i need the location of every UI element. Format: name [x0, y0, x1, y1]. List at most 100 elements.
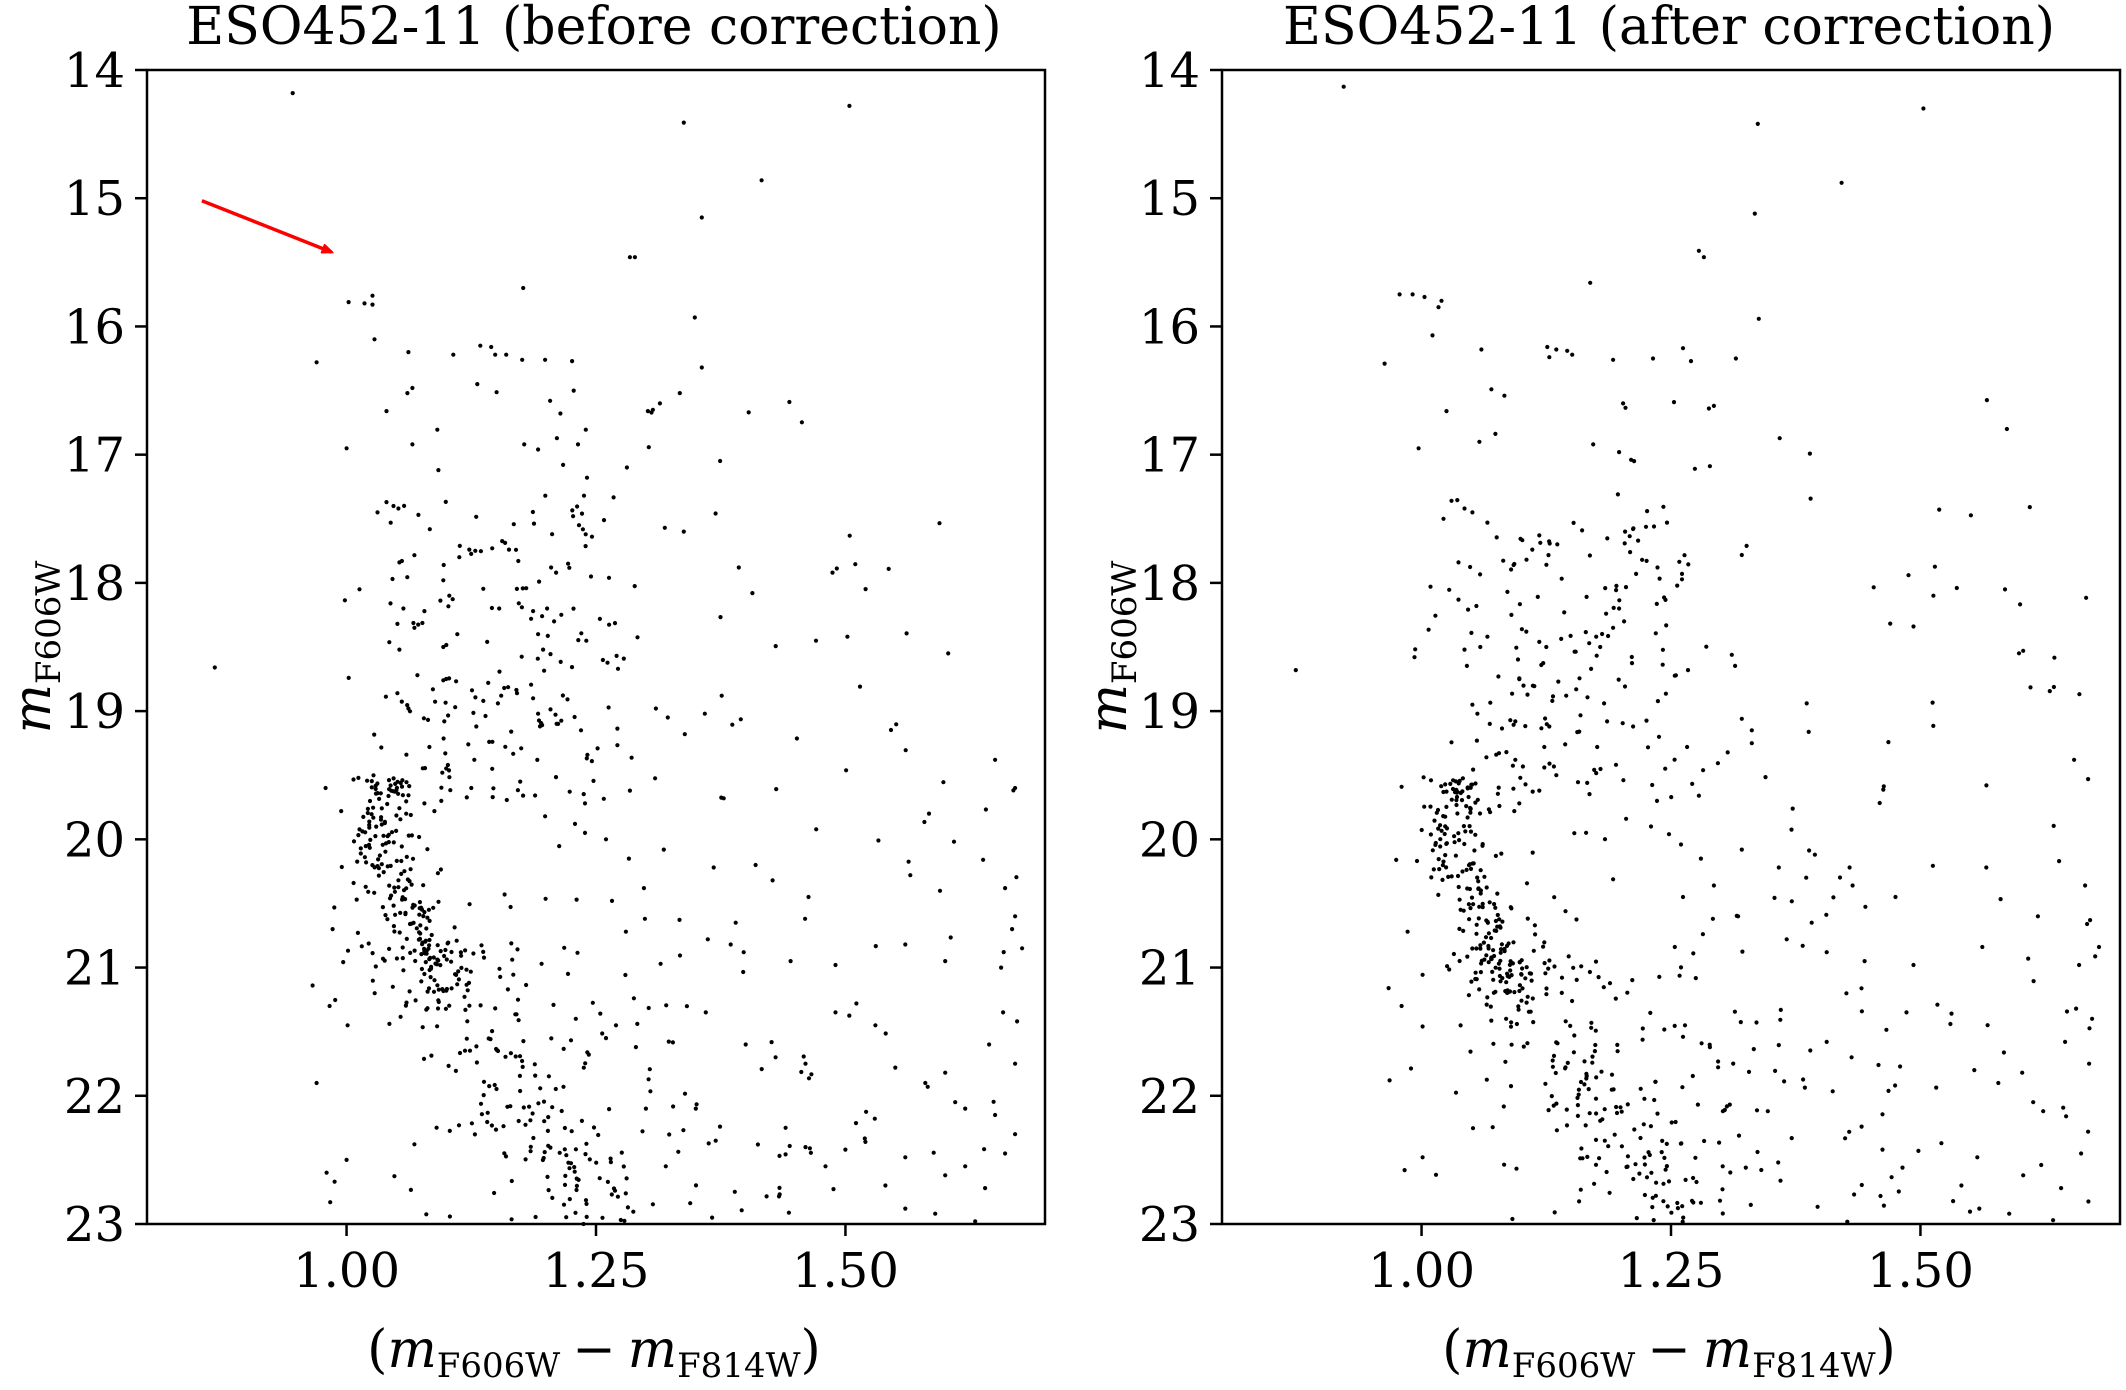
data-point — [1911, 624, 1916, 629]
data-point — [1517, 988, 1522, 994]
data-point — [1749, 728, 1754, 733]
data-point — [1623, 529, 1628, 534]
data-point — [666, 1039, 671, 1044]
data-point — [1583, 630, 1588, 635]
data-point — [1495, 891, 1500, 896]
data-point — [641, 886, 647, 891]
data-point — [1529, 978, 1534, 983]
data-point — [1524, 629, 1529, 634]
data-point — [670, 1040, 676, 1045]
data-point — [1600, 631, 1605, 637]
data-point — [1555, 542, 1560, 547]
data-point — [1690, 1073, 1695, 1079]
data-point — [449, 959, 454, 964]
data-point — [2047, 689, 2052, 694]
data-point — [543, 814, 548, 819]
data-point — [946, 651, 951, 656]
data-point — [367, 822, 372, 828]
x-label-minus: − — [572, 1320, 616, 1380]
data-point — [540, 614, 545, 619]
x-label-minus: − — [1647, 1320, 1691, 1380]
data-point — [1523, 724, 1528, 729]
data-point — [1931, 593, 1936, 598]
data-point — [2085, 921, 2090, 927]
data-point — [373, 786, 378, 792]
data-point — [1584, 830, 1589, 835]
data-point — [702, 711, 707, 716]
data-point — [518, 1088, 523, 1094]
data-point — [1015, 1019, 1020, 1024]
data-point — [2035, 914, 2040, 919]
data-point — [1849, 1055, 1854, 1060]
data-point — [418, 923, 423, 928]
data-point — [585, 752, 590, 758]
data-point — [413, 998, 418, 1003]
data-point — [399, 871, 404, 877]
data-point — [439, 785, 444, 790]
data-point — [1611, 1087, 1616, 1092]
data-point — [503, 744, 508, 749]
data-point — [1474, 922, 1479, 927]
data-point — [1707, 1042, 1712, 1047]
data-point — [570, 359, 575, 364]
data-point — [1525, 994, 1530, 999]
data-point — [1538, 540, 1543, 545]
data-point — [533, 1073, 538, 1078]
data-point — [703, 1010, 708, 1015]
data-point — [1620, 721, 1625, 726]
data-point — [1444, 789, 1449, 794]
data-point — [494, 1086, 499, 1092]
data-point — [517, 1073, 523, 1078]
data-point — [1452, 840, 1457, 845]
data-point — [481, 1079, 487, 1084]
data-point — [1552, 964, 1557, 969]
data-point — [1456, 597, 1461, 602]
data-point — [1593, 1162, 1599, 1167]
data-point — [1862, 959, 1867, 964]
data-point — [422, 766, 428, 771]
data-point — [1921, 106, 1926, 111]
left-scatter-panel: ESO452-11 (before correction) 1415161718… — [3, 0, 1047, 1386]
data-point — [367, 819, 372, 824]
data-point — [645, 409, 651, 414]
data-point — [1985, 1023, 1990, 1028]
x-label-sub1: F606W — [1512, 1346, 1635, 1386]
data-point — [481, 949, 486, 955]
data-point — [572, 1165, 577, 1170]
data-point — [1584, 1074, 1589, 1079]
data-point — [1447, 967, 1452, 972]
data-point — [514, 687, 519, 693]
data-point — [894, 722, 899, 727]
data-point — [1436, 826, 1441, 831]
data-point — [1526, 1009, 1531, 1014]
data-point — [1507, 989, 1513, 994]
data-point — [446, 768, 452, 773]
data-point — [435, 871, 440, 876]
data-point — [1650, 1195, 1655, 1200]
data-point — [1575, 730, 1580, 735]
data-point — [605, 1179, 611, 1184]
data-point — [1470, 1126, 1476, 1131]
data-point — [419, 952, 424, 957]
data-point — [1516, 1007, 1521, 1012]
data-point — [469, 1121, 474, 1126]
data-point — [1809, 920, 1814, 925]
data-point — [1575, 780, 1581, 785]
data-point — [607, 622, 612, 627]
data-point — [467, 1003, 472, 1008]
data-point — [1471, 767, 1476, 772]
data-point — [1485, 634, 1490, 639]
data-point — [1493, 905, 1498, 910]
data-point — [1457, 926, 1462, 932]
data-point — [1498, 925, 1503, 930]
data-point — [1559, 975, 1565, 980]
data-point — [1564, 1123, 1570, 1128]
data-point — [1678, 1141, 1683, 1146]
data-point — [440, 770, 445, 775]
data-point — [503, 540, 508, 546]
data-point — [1479, 961, 1484, 966]
data-point — [1731, 1061, 1736, 1066]
data-point — [528, 1118, 533, 1123]
data-point — [1444, 841, 1449, 846]
data-point — [1483, 935, 1489, 940]
